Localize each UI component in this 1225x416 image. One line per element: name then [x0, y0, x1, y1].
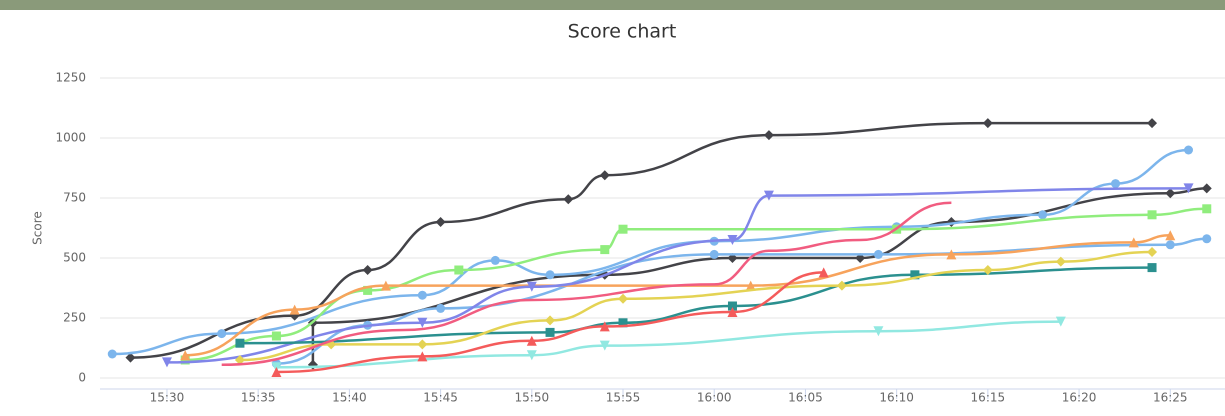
x-tick-label: 16:00: [697, 391, 732, 405]
y-tick-label: 1250: [55, 71, 86, 85]
point: [1184, 146, 1193, 155]
point: [436, 304, 445, 313]
point: [235, 339, 244, 348]
page: Score chart Score 0 250 500 750 1000 1250 15:3…: [0, 0, 1225, 416]
x-tick-label: 16:25: [1153, 391, 1188, 405]
point: [874, 250, 883, 259]
x-tick-label: 15:40: [332, 391, 367, 405]
x-tick-label: 15:50: [515, 391, 550, 405]
point: [454, 266, 463, 275]
point: [600, 245, 609, 254]
point: [1166, 240, 1175, 249]
point: [1148, 210, 1157, 219]
point: [1038, 210, 1047, 219]
x-tick-label: 16:20: [1062, 391, 1097, 405]
point: [108, 350, 117, 359]
y-tick-label: 250: [63, 311, 86, 325]
x-tick-label: 16:05: [788, 391, 823, 405]
point: [710, 250, 719, 259]
point: [546, 328, 555, 337]
point: [1148, 263, 1157, 272]
x-tick-label: 16:15: [971, 391, 1006, 405]
point: [1202, 204, 1211, 213]
x-tick-label: 15:55: [606, 391, 641, 405]
point: [1111, 179, 1120, 188]
chart-title: Score chart: [568, 21, 677, 43]
x-tick-label: 15:35: [241, 391, 276, 405]
chart: Score chart Score 0 250 500 750 1000 1250 15:3…: [0, 0, 1225, 416]
point: [491, 256, 500, 265]
y-tick-label: 0: [78, 371, 86, 385]
point: [619, 225, 628, 234]
point: [217, 329, 226, 338]
x-tick-label: 15:45: [423, 391, 458, 405]
point: [546, 270, 555, 279]
x-tick-label: 15:30: [150, 391, 185, 405]
point: [1202, 234, 1211, 243]
x-tick-label: 16:10: [879, 391, 914, 405]
point: [272, 332, 281, 341]
y-axis-label: Score: [31, 211, 45, 245]
y-tick-label: 500: [63, 251, 86, 265]
y-tick-label: 750: [63, 191, 86, 205]
point: [418, 291, 427, 300]
y-tick-label: 1000: [55, 131, 86, 145]
